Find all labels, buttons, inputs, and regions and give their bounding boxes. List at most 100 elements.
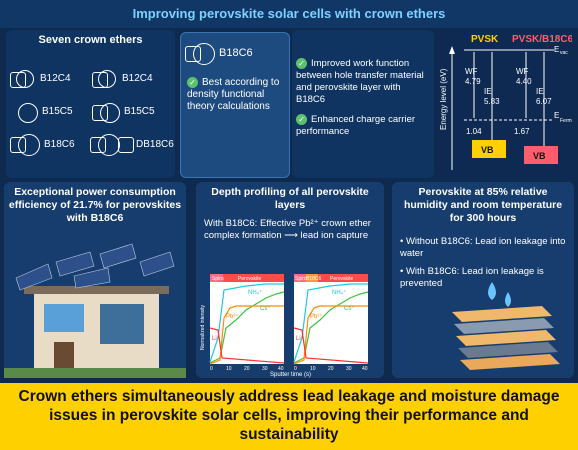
benzene-ring bbox=[10, 137, 26, 153]
house-door bbox=[54, 342, 74, 368]
conclusion-banner: Crown ethers simultaneously address lead… bbox=[0, 383, 578, 450]
b18c6-label: B18C6 bbox=[306, 276, 322, 282]
list-item: • With B18C6: Lead ion leakage is preven… bbox=[400, 266, 544, 289]
crown-ether-structure bbox=[18, 103, 38, 123]
pb-series bbox=[293, 305, 368, 365]
list-item: ✓ Enhanced charge carrier performance bbox=[296, 114, 430, 138]
ie1-value: 5.83 bbox=[484, 97, 500, 106]
cs-series bbox=[293, 291, 369, 364]
pb-label: Pb²⁺ bbox=[310, 313, 323, 320]
efficiency-panel: Exceptional power consumption efficiency… bbox=[4, 182, 186, 378]
energy-diagram: Energy level (eV) PVSK PVSK/B18C6 E vac … bbox=[439, 34, 574, 170]
b18c6-band bbox=[306, 274, 318, 282]
bullet-text: With B18C6: Lead ion leakage is prevente… bbox=[400, 266, 544, 289]
crown-label: B12C4 bbox=[40, 73, 71, 84]
list-item: ✓ Improved work function between hole tra… bbox=[296, 58, 430, 106]
crown-label: B18C6 bbox=[44, 139, 75, 150]
depth-plots: Normalized intensity Sputter time (s) Sp… bbox=[200, 274, 369, 378]
depth-heading: Depth profiling of all perovskite layers bbox=[211, 186, 369, 211]
crown-ether-structure bbox=[193, 43, 215, 65]
perovskite-band bbox=[223, 274, 284, 282]
depth-xlabel: Sputter time (s) bbox=[270, 372, 311, 378]
best-crown-note: ✓ Best according to density functional th… bbox=[187, 77, 285, 113]
spiro-label: Spiro bbox=[295, 276, 307, 282]
pb-series bbox=[209, 305, 284, 365]
solar-house-illustration bbox=[4, 243, 186, 378]
li-label: Li⁺ bbox=[296, 335, 304, 342]
wf-label: WF bbox=[465, 67, 478, 76]
nh-series bbox=[293, 283, 368, 363]
bullet-text: Without B18C6: Lead ion leakage into wat… bbox=[400, 236, 566, 259]
wf1-value: 4.79 bbox=[465, 77, 481, 86]
house-window bbox=[100, 304, 144, 344]
crown-ether-structure bbox=[98, 134, 120, 156]
crown-heading: Seven crown ethers bbox=[38, 34, 143, 46]
depth-ylabel: Normalized intensity bbox=[200, 304, 206, 350]
tick-label: 30 bbox=[262, 366, 268, 372]
water-drop-icon bbox=[488, 282, 496, 300]
benzene-ring bbox=[185, 46, 201, 62]
nh-label: NH₄⁺ bbox=[248, 289, 262, 296]
pvsk-b18c6-label: PVSK/B18C6 bbox=[512, 34, 572, 45]
perovskite-label: Perovskite bbox=[330, 276, 354, 282]
best-crown-name: B18C6 bbox=[219, 47, 253, 59]
vb-label: VB bbox=[481, 145, 494, 155]
crown-ether-structure bbox=[98, 70, 116, 88]
solar-panels bbox=[15, 243, 175, 291]
perovskite-layers bbox=[452, 306, 560, 370]
vb1-value: 1.04 bbox=[466, 127, 482, 136]
layer-stack-illustration bbox=[452, 282, 560, 370]
crown-ether-structure bbox=[18, 134, 40, 156]
evac-label: E bbox=[554, 45, 559, 54]
check-icon: ✓ bbox=[296, 58, 307, 69]
perovskite-band bbox=[318, 274, 368, 282]
tick-label: 20 bbox=[244, 366, 250, 372]
efficiency-heading: Exceptional power consumption efficiency… bbox=[8, 186, 182, 224]
crown-ethers-panel: Seven crown ethers B12C4 B12C4 B15C5 B15… bbox=[6, 30, 175, 178]
axis-arrow-icon bbox=[449, 46, 455, 54]
best-crown-panel: B18C6 ✓ Best according to density functio… bbox=[180, 32, 290, 178]
pb-label: Pb²⁺ bbox=[226, 313, 239, 320]
check-icon: ✓ bbox=[296, 114, 307, 126]
tick-label: 40 bbox=[278, 366, 284, 372]
house-window bbox=[44, 304, 84, 332]
depth-plot-1: Spiro Perovskite Pb²⁺ NH₄⁺ Cs⁺ Li⁺ bbox=[209, 274, 285, 365]
check-icon: ✓ bbox=[187, 77, 198, 88]
tick-label: 0 bbox=[294, 366, 297, 372]
crown-label: B12C4 bbox=[122, 73, 153, 84]
crown-label: B15C5 bbox=[124, 106, 155, 117]
tick-label: 10 bbox=[226, 366, 232, 372]
benzene-ring bbox=[92, 105, 108, 121]
perovskite-label: Perovskite bbox=[238, 276, 262, 282]
nh-series bbox=[209, 283, 284, 363]
li-series bbox=[209, 327, 285, 364]
bullet-text: Improved work function between hole tran… bbox=[296, 58, 424, 106]
ie-label: IE bbox=[484, 87, 492, 96]
wf2-value: 4.40 bbox=[516, 77, 532, 86]
tick-label: 40 bbox=[362, 366, 368, 372]
spiro-label: Spiro bbox=[212, 276, 224, 282]
benzene-ring bbox=[118, 137, 134, 153]
energy-ylabel: Energy level (eV) bbox=[439, 68, 448, 130]
bullet-text: Enhanced charge carrier performance bbox=[296, 114, 416, 138]
efermi-label: E bbox=[554, 111, 559, 120]
cs-label: Cs⁺ bbox=[344, 305, 355, 312]
x-ticks: 0 10 20 30 40 0 10 20 30 40 bbox=[210, 366, 368, 372]
best-crown-text: Best according to density functional the… bbox=[187, 77, 280, 113]
ie2-value: 6.07 bbox=[536, 97, 552, 106]
humidity-panel: Perovskite at 85% relative humidity and … bbox=[392, 182, 574, 378]
crown-ether-structure bbox=[16, 70, 34, 88]
list-item: • Without B18C6: Lead ion leakage into w… bbox=[400, 236, 566, 259]
spiro-band bbox=[294, 274, 306, 282]
cs-label: Cs⁺ bbox=[260, 305, 271, 312]
li-label: Li⁺ bbox=[212, 335, 220, 342]
tick-label: 0 bbox=[210, 366, 213, 372]
wf-label: WF bbox=[516, 67, 529, 76]
ie-label: IE bbox=[536, 87, 544, 96]
energy-level-panel: Energy level (eV) PVSK PVSK/B18C6 E vac … bbox=[436, 30, 574, 180]
tick-label: 10 bbox=[310, 366, 316, 372]
benzene-ring bbox=[92, 72, 108, 88]
efermi-sub: Fermi bbox=[560, 118, 572, 124]
vb-label: VB bbox=[533, 151, 546, 161]
vb-pvsk-b18c6-box bbox=[524, 146, 558, 164]
